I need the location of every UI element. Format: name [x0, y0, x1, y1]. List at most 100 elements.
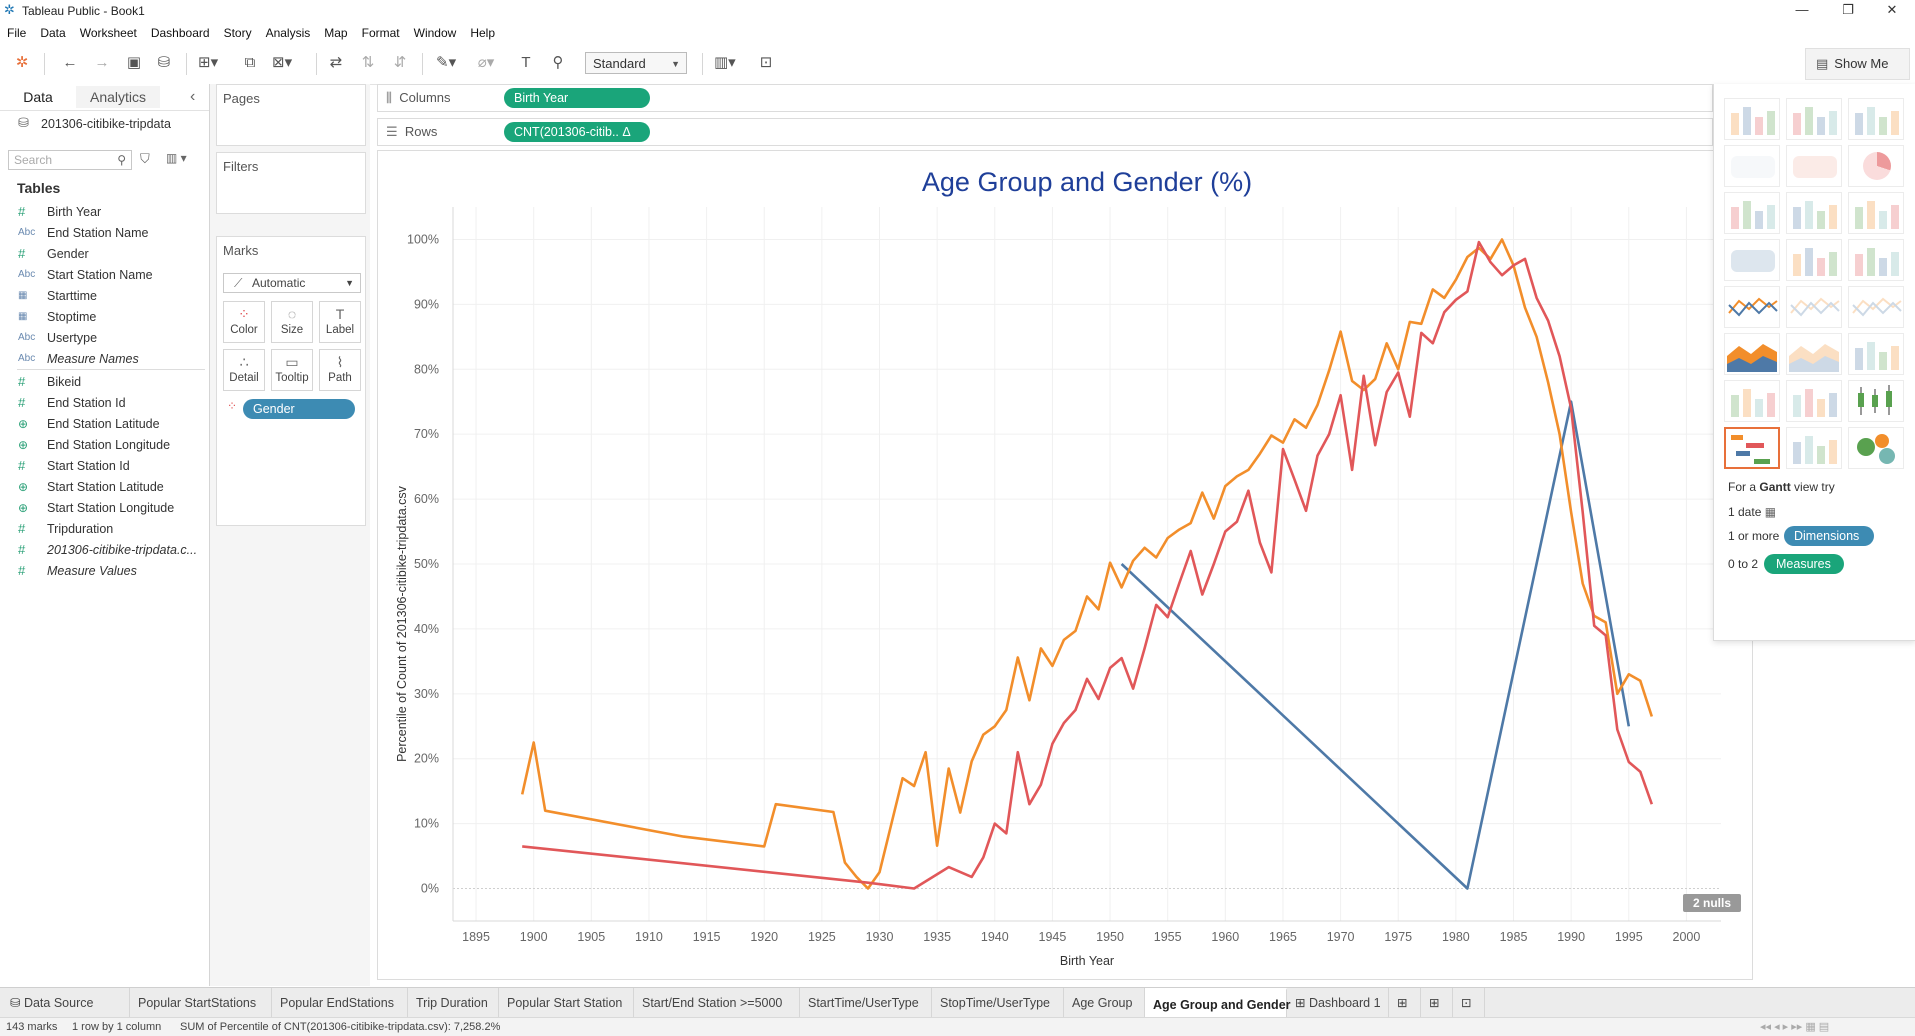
chart-type-dual-combination[interactable]: [1848, 333, 1904, 375]
tab-starttime-usertype[interactable]: StartTime/UserType: [800, 988, 932, 1018]
menu-analysis[interactable]: Analysis: [265, 26, 311, 40]
chart-type-gantt-chart[interactable]: [1724, 427, 1780, 469]
presentation-mode-icon[interactable]: ⊡: [759, 54, 773, 71]
highlight-icon[interactable]: ✎▾: [436, 54, 457, 71]
field-item[interactable]: ⊕ End Station Latitude: [0, 414, 205, 434]
tab-dashboard-1[interactable]: ⊞ Dashboard 1: [1287, 988, 1389, 1018]
chart-type-box-and-whisker[interactable]: [1848, 380, 1904, 422]
menu-data[interactable]: Data: [40, 26, 66, 40]
chart-type-filled-map[interactable]: [1786, 145, 1842, 187]
field-item[interactable]: ⊕ Start Station Latitude: [0, 477, 205, 497]
swap-rows-columns-icon[interactable]: ⇄: [329, 54, 343, 71]
duplicate-sheet-icon[interactable]: ⧉: [244, 54, 256, 71]
filter-fields-icon[interactable]: ⛉: [140, 151, 150, 166]
path-button[interactable]: ⌇ Path: [319, 349, 361, 391]
chart-type-horizontal-bars[interactable]: [1724, 192, 1780, 234]
gender-color-pill[interactable]: Gender: [243, 399, 355, 419]
tab-data-source[interactable]: ⛁ Data Source: [0, 988, 130, 1018]
sort-ascending-icon[interactable]: ⇅: [361, 54, 375, 71]
new-dashboard-icon[interactable]: ⊞: [1421, 988, 1453, 1018]
mark-type-select[interactable]: ⟋ Automatic ▼: [223, 273, 361, 293]
count-pill[interactable]: CNT(201306-citib.. Δ: [504, 122, 650, 142]
menu-story[interactable]: Story: [223, 26, 252, 40]
fit-select[interactable]: Standard ▼: [585, 52, 687, 74]
tab-stoptime-usertype[interactable]: StopTime/UserType: [932, 988, 1064, 1018]
chart-type-discrete-lines[interactable]: [1786, 286, 1842, 328]
menu-help[interactable]: Help: [470, 26, 495, 40]
tab-start-end-station[interactable]: Start/End Station >=5000: [634, 988, 800, 1018]
field-item[interactable]: Abc Start Station Name: [0, 265, 205, 285]
show-me-button[interactable]: ▤ Show Me: [1805, 48, 1910, 80]
tab-data[interactable]: Data: [0, 86, 76, 110]
chart-type-area-continuous[interactable]: [1724, 333, 1780, 375]
chart-type-histogram[interactable]: [1786, 380, 1842, 422]
clear-sheet-icon[interactable]: ⊠▾: [272, 54, 293, 71]
chart-type-heat-table[interactable]: [1786, 98, 1842, 140]
view-options-icon[interactable]: ▥ ▾: [166, 151, 187, 165]
label-button[interactable]: T Label: [319, 301, 361, 343]
search-input[interactable]: Search ⚲: [8, 150, 132, 170]
minimize-button[interactable]: —: [1795, 2, 1809, 17]
field-item[interactable]: Abc End Station Name: [0, 223, 205, 243]
tooltip-button[interactable]: ▭ Tooltip: [271, 349, 313, 391]
field-item[interactable]: ⊕ Start Station Longitude: [0, 498, 205, 518]
menu-dashboard[interactable]: Dashboard: [150, 26, 210, 40]
chart-type-treemap[interactable]: [1724, 239, 1780, 281]
birth-year-pill[interactable]: Birth Year: [504, 88, 650, 108]
chart-type-symbol-map[interactable]: [1724, 145, 1780, 187]
color-button[interactable]: ⁘ Color: [223, 301, 265, 343]
undo-icon[interactable]: ←: [62, 54, 78, 71]
chart-type-side-by-side-circles[interactable]: [1848, 239, 1904, 281]
nulls-badge[interactable]: 2 nulls: [1683, 894, 1741, 912]
show-mark-labels-icon[interactable]: T: [521, 54, 531, 71]
tab-age-group-and-gender[interactable]: Age Group and Gender: [1145, 988, 1291, 1018]
new-worksheet-icon[interactable]: ⊞▾: [198, 54, 219, 71]
datasource-name[interactable]: 201306-citibike-tripdata: [41, 117, 171, 131]
chart-type-dual-lines[interactable]: [1848, 286, 1904, 328]
chart-type-packed-bubbles[interactable]: [1848, 427, 1904, 469]
sheet-nav-icons[interactable]: ◂◂ ◂ ▸ ▸▸ ▦ ▤: [1760, 1021, 1830, 1033]
field-item[interactable]: # Birth Year: [0, 202, 205, 222]
field-item[interactable]: ▦ Starttime: [0, 286, 205, 306]
new-sheet-icon[interactable]: ⊞: [1389, 988, 1421, 1018]
field-item[interactable]: # End Station Id: [0, 393, 205, 413]
field-item[interactable]: ⊕ End Station Longitude: [0, 435, 205, 455]
chart-type-circle-views[interactable]: [1786, 239, 1842, 281]
new-datasource-icon[interactable]: ⛁: [157, 54, 171, 71]
menu-file[interactable]: File: [7, 26, 27, 40]
field-item[interactable]: Abc Measure Names: [0, 349, 205, 369]
close-button[interactable]: ✕: [1886, 2, 1898, 17]
menu-format[interactable]: Format: [361, 26, 400, 40]
field-item[interactable]: # Start Station Id: [0, 456, 205, 476]
tab-popular-startstations[interactable]: Popular StartStations: [130, 988, 272, 1018]
field-item[interactable]: # Gender: [0, 244, 205, 264]
field-item[interactable]: # Bikeid: [0, 372, 205, 392]
group-members-icon[interactable]: ⌀▾: [477, 54, 495, 71]
field-item[interactable]: #201306-citibike-tripdata.c...: [0, 540, 205, 560]
show-cards-icon[interactable]: ▥▾: [714, 54, 736, 71]
tableau-home-icon[interactable]: ✲: [15, 54, 29, 71]
restore-button[interactable]: ❐: [1842, 2, 1854, 17]
tab-analytics[interactable]: Analytics: [76, 86, 160, 108]
menu-worksheet[interactable]: Worksheet: [79, 26, 137, 40]
collapse-pane-icon[interactable]: ‹: [190, 88, 196, 105]
field-item[interactable]: Abc Usertype: [0, 328, 205, 348]
field-item[interactable]: # Measure Values: [0, 561, 205, 581]
chart-type-area-discrete[interactable]: [1786, 333, 1842, 375]
field-item[interactable]: # Tripduration: [0, 519, 205, 539]
chart-type-scatter-plot[interactable]: [1724, 380, 1780, 422]
columns-shelf[interactable]: ⫼ Columns Birth Year: [377, 84, 1713, 112]
menu-map[interactable]: Map: [324, 26, 348, 40]
fix-axes-icon[interactable]: ⚲: [552, 54, 564, 71]
chart-type-continuous-lines[interactable]: [1724, 286, 1780, 328]
filters-card[interactable]: Filters: [216, 152, 366, 214]
save-icon[interactable]: ▣: [126, 54, 142, 71]
tab-age-group[interactable]: Age Group: [1064, 988, 1145, 1018]
menu-window[interactable]: Window: [413, 26, 457, 40]
new-story-icon[interactable]: ⊡: [1453, 988, 1485, 1018]
pages-card[interactable]: Pages: [216, 84, 366, 146]
rows-shelf[interactable]: ☰ Rows CNT(201306-citib.. Δ: [377, 118, 1713, 146]
sort-descending-icon[interactable]: ⇵: [393, 54, 407, 71]
chart-type-bullet-graph[interactable]: [1786, 427, 1842, 469]
tab-popular-start-station[interactable]: Popular Start Station: [499, 988, 634, 1018]
